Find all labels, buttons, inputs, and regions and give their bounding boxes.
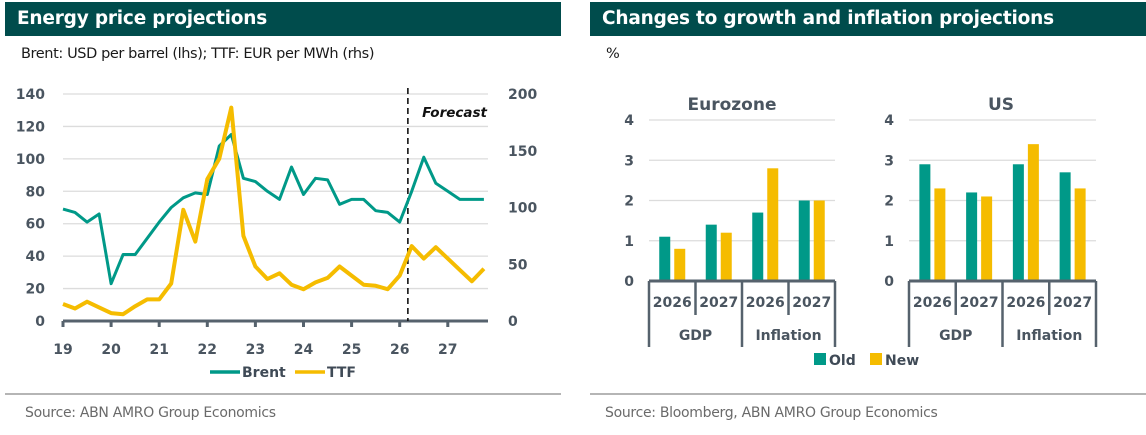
- right-footer-divider: [590, 393, 1146, 395]
- y-left-tick-label: 80: [26, 184, 46, 200]
- bar-new: [674, 248, 686, 281]
- group-label: GDP: [939, 328, 972, 344]
- bar-new: [981, 196, 993, 281]
- x-tick-label: 21: [149, 342, 168, 358]
- growth-inflation-title: Changes to growth and inflation projecti…: [590, 2, 1146, 36]
- energy-line-chart: 0 20 40 60 80 100 120 140 0 50 100 150 200 19 20 21 22 23…: [16, 87, 538, 381]
- y-tick-label: 1: [884, 234, 894, 250]
- x-tick-label: 22: [198, 342, 217, 358]
- y-tick-label: 1: [624, 234, 634, 250]
- category-label: 2027: [1053, 295, 1092, 311]
- y-tick-label: 3: [884, 153, 894, 169]
- bar-old: [659, 236, 671, 281]
- y-tick-label: 0: [884, 274, 894, 290]
- bar-old: [798, 200, 810, 281]
- bar-new: [1074, 188, 1086, 281]
- bar-old: [752, 212, 764, 281]
- x-tick-label: 25: [342, 342, 361, 358]
- legend-label-brent: Brent: [242, 365, 286, 381]
- legend-label-new: New: [885, 353, 919, 369]
- bar-new: [767, 168, 779, 281]
- energy-price-subtitle: Brent: USD per barrel (lhs); TTF: EUR pe…: [21, 46, 375, 62]
- x-tick-label: 19: [53, 342, 72, 358]
- category-label: 2026: [1006, 295, 1045, 311]
- x-tick-label: 27: [438, 342, 457, 358]
- y-right-tick-label: 150: [508, 144, 537, 160]
- y-right-tick-label: 50: [508, 257, 528, 273]
- legend-label-ttf: TTF: [327, 365, 356, 381]
- category-label: 2027: [960, 295, 999, 311]
- y-left-tick-label: 100: [16, 152, 45, 168]
- y-right-tick-label: 0: [508, 314, 518, 330]
- y-tick-label: 2: [624, 194, 634, 210]
- y-left-tick-label: 60: [26, 217, 46, 233]
- series-line-brent: [62, 133, 484, 286]
- y-left-tick-label: 140: [16, 87, 45, 103]
- y-tick-label: 3: [624, 153, 634, 169]
- category-label: 2026: [913, 295, 952, 311]
- bar-old: [705, 224, 717, 281]
- growth-inflation-unit: %: [606, 46, 620, 62]
- y-tick-label: 4: [624, 113, 634, 129]
- group-label: Inflation: [755, 328, 821, 344]
- bar-old: [966, 192, 978, 281]
- y-tick-label: 4: [884, 113, 894, 129]
- bar-panel-title: US: [988, 95, 1014, 115]
- bar-old: [1059, 172, 1071, 281]
- left-source-note: Source: ABN AMRO Group Economics: [25, 405, 276, 421]
- y-left-tick-label: 40: [26, 249, 46, 265]
- y-left-tick-label: 0: [35, 314, 45, 330]
- y-left-tick-label: 120: [16, 119, 45, 135]
- bar-old: [919, 164, 931, 281]
- x-tick-label: 23: [246, 342, 265, 358]
- legend-label-old: Old: [829, 353, 856, 369]
- group-label: Inflation: [1016, 328, 1082, 344]
- y-right-tick-label: 200: [508, 87, 537, 103]
- energy-price-title: Energy price projections: [5, 2, 561, 36]
- x-tick-label: 24: [294, 342, 314, 358]
- y-left-tick-label: 20: [26, 282, 46, 298]
- category-label: 2027: [792, 295, 831, 311]
- forecast-label: Forecast: [422, 105, 487, 121]
- series-line-ttf: [62, 105, 486, 317]
- category-label: 2026: [746, 295, 785, 311]
- legend-swatch-old: [814, 353, 826, 365]
- bar-new: [720, 232, 732, 281]
- bar-new: [1027, 144, 1039, 281]
- y-tick-label: 2: [884, 194, 894, 210]
- right-source-note: Source: Bloomberg, ABN AMRO Group Econom…: [605, 405, 938, 421]
- y-right-tick-label: 100: [508, 201, 537, 217]
- category-label: 2026: [653, 295, 692, 311]
- bar-panel-title: Eurozone: [688, 95, 777, 115]
- group-label: GDP: [679, 328, 712, 344]
- growth-inflation-panel: Changes to growth and inflation projecti…: [590, 2, 1146, 435]
- legend-swatch-new: [870, 353, 882, 365]
- bar-new: [813, 200, 825, 281]
- energy-price-panel: Energy price projections Brent: USD per …: [5, 2, 561, 435]
- bar-old: [1012, 164, 1024, 281]
- bar-new: [934, 188, 946, 281]
- growth-inflation-bar-charts: Eurozone 0 1 2 3 4 2026 2027 2026 2027 GDP Inflatio…: [624, 95, 1098, 369]
- y-tick-label: 0: [624, 274, 634, 290]
- x-tick-label: 26: [390, 342, 409, 358]
- x-tick-label: 20: [101, 342, 121, 358]
- left-footer-divider: [5, 393, 561, 395]
- category-label: 2027: [699, 295, 738, 311]
